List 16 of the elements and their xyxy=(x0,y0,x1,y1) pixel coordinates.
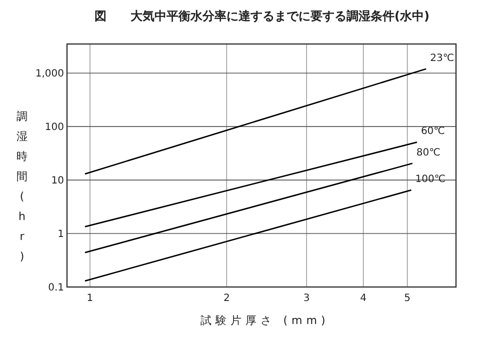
y-axis-title: 調湿時間(hr) xyxy=(16,110,28,263)
series-label: 80℃ xyxy=(416,147,440,158)
series-label: 23℃ xyxy=(430,52,454,64)
y-tick-label: 10 xyxy=(51,176,64,187)
x-tick-label: 2 xyxy=(223,293,230,304)
y-tick-label: 100 xyxy=(44,122,64,134)
y-tick-label: 0.1 xyxy=(48,282,64,294)
x-tick-label: 4 xyxy=(360,293,367,304)
x-tick-label: 1 xyxy=(86,293,94,304)
x-tick-label: 3 xyxy=(303,293,310,304)
chart-title: 図 大気中平衡水分率に達するまでに要する調湿条件(水中) xyxy=(94,9,430,23)
y-tick-label: 1 xyxy=(58,229,64,240)
x-axis-title: 試験片厚さ (mm) xyxy=(200,314,330,327)
x-tick-label: 5 xyxy=(404,293,411,304)
y-tick-label: 1,000 xyxy=(35,68,64,80)
series-label: 60℃ xyxy=(420,126,445,138)
